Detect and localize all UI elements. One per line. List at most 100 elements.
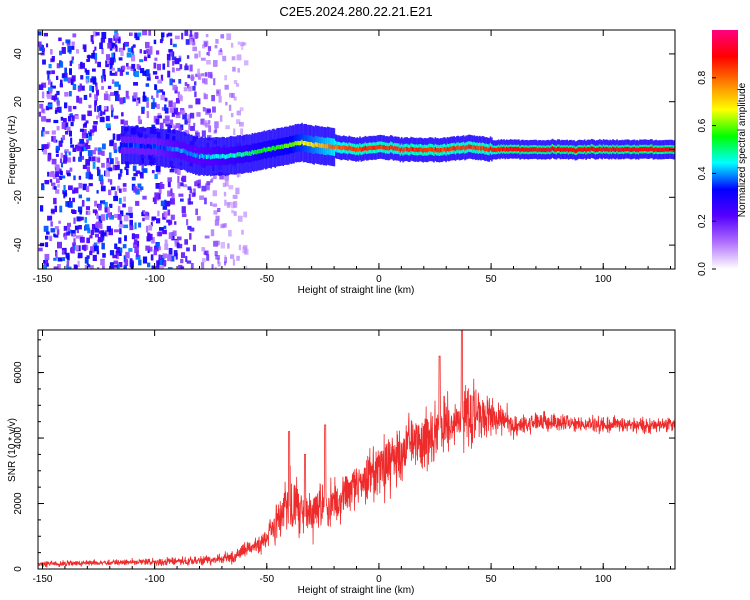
noise-cell [54,234,59,238]
noise-cell [71,59,74,64]
noise-cell [102,253,106,258]
ridge-core [236,152,239,157]
ridge-core [430,147,433,152]
noise-cell [109,215,114,220]
noise-cell [186,247,190,252]
noise-cell [112,58,116,63]
ridge-core [505,146,508,152]
ridge-core [511,147,513,152]
noise-cell [169,78,173,86]
noise-cell [231,209,235,214]
noise-cell [148,50,153,55]
noise-cell [92,254,97,261]
noise-cell [107,85,112,89]
ridge-core [635,147,637,153]
ridge-core [267,146,270,152]
noise-cell [200,262,205,269]
noise-cell [167,190,171,197]
ridge-core [345,146,348,151]
ridge-core [667,147,669,152]
noise-cell [41,91,45,99]
ridge-core [379,144,381,149]
noise-cell [55,251,58,259]
ridge-core [287,143,290,148]
noise-cell [212,106,216,113]
ridge-core [131,142,134,147]
noise-cell [125,90,129,98]
ridge-core [223,154,225,159]
noise-cell [164,115,170,121]
ridge-core [423,147,426,153]
figure-title: C2E5.2024.280.22.21.E21 [279,4,432,19]
noise-cell [110,92,115,96]
noise-cell [60,152,63,158]
noise-cell [202,44,206,49]
ridge-core [174,147,177,152]
ridge-core [164,146,166,151]
ridge-core [569,147,571,152]
noise-cell [44,253,50,260]
noise-cell [94,100,97,106]
noise-cell [75,235,81,239]
noise-cell [132,95,136,102]
noise-cell [185,39,190,45]
ridge-core [279,144,282,150]
noise-cell [116,134,121,141]
noise-cell [118,188,122,193]
noise-cell [202,107,206,112]
noise-cell [46,263,49,267]
noise-cell [66,231,71,236]
noise-cell [167,70,171,78]
ridge-core [142,143,145,148]
noise-cell [231,56,236,61]
ridge-core [262,148,264,153]
ridge-core [488,147,490,153]
noise-cell [153,39,157,45]
noise-cell [158,246,161,251]
noise-cell [73,187,79,194]
noise-cell [194,53,198,59]
noise-cell [215,39,219,44]
noise-cell [60,162,63,168]
noise-cell [90,229,95,235]
ridge-core [195,153,197,159]
noise-cell [195,73,198,78]
noise-cell [142,256,148,264]
ridge-core [160,145,162,150]
ridge-core [519,148,521,153]
noise-cell [142,95,147,102]
noise-cell [219,172,223,180]
noise-cell [189,228,194,232]
noise-cell [41,108,45,113]
ridge-core [281,144,283,149]
noise-cell [143,50,147,54]
ridge-core [524,147,527,152]
noise-cell [106,225,111,232]
noise-cell [201,73,205,77]
ridge-core [283,143,286,149]
ridge-core [452,146,454,151]
ridge-core [335,144,337,149]
noise-cell [113,264,119,268]
noise-cell [87,264,91,268]
noise-cell [114,243,118,249]
ridge-core [145,144,147,150]
noise-cell [43,144,49,149]
ridge-core [146,143,149,149]
noise-cell [219,115,223,122]
noise-cell [179,243,183,249]
noise-cell [192,85,196,91]
noise-cell [180,198,184,202]
noise-cell [58,140,63,147]
noise-cell [105,115,110,122]
ridge-core [348,145,350,150]
ridge-core [539,147,542,152]
x-tick-label: -150 [32,574,52,585]
noise-cell [213,210,218,215]
ridge-core [203,154,205,160]
noise-cell [45,242,49,248]
noise-cell [94,58,97,64]
noise-cell [122,43,126,51]
noise-cell [171,67,175,73]
